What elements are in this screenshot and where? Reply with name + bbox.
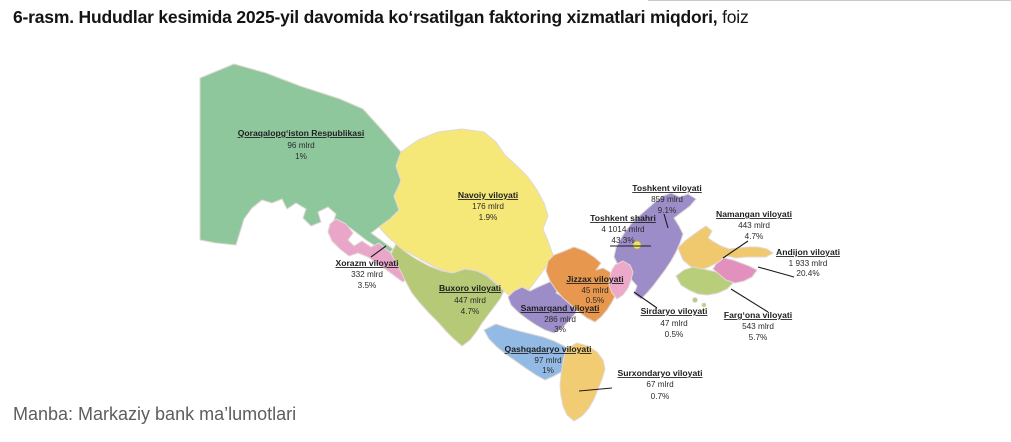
source-note: Manba: Markaziy bank ma’lumotlari	[13, 404, 297, 424]
fargona-islet-2	[701, 302, 707, 308]
fargona-islet-1	[692, 297, 698, 303]
region-name: Toshkent shahri	[590, 213, 656, 223]
region-name: Xorazm viloyati	[335, 258, 398, 268]
region-percent: 3%	[554, 325, 566, 334]
region-label-qashqadaryo: Qashqadaryo viloyati 97 mlrd 1%	[505, 344, 592, 375]
region-percent: 1%	[295, 152, 307, 161]
region-shape-jizzax	[545, 246, 617, 323]
namangan-leader-line	[722, 240, 749, 259]
region-label-navoiy: Navoiy viloyati 176 mlrd 1.9%	[458, 190, 518, 222]
region-value: 97 mlrd	[534, 356, 562, 365]
region-value: 4 1014 mlrd	[601, 225, 645, 234]
region-name: Surxondaryo viloyati	[617, 368, 702, 378]
region-label-jizzax: Jizzax viloyati 45 mlrd 0.5%	[566, 274, 623, 305]
region-label-buxoro: Buxoro viloyati 447 mlrd 4.7%	[439, 283, 501, 316]
region-name: Andijon viloyati	[776, 247, 840, 257]
region-shape-toshkent-viloyati	[613, 192, 697, 300]
region-name: Qashqadaryo viloyati	[505, 344, 592, 354]
page-top-divider	[648, 0, 1011, 1]
region-label-surxondaryo: Surxondaryo viloyati 67 mlrd 0.7%	[617, 368, 702, 401]
region-label-andijon: Andijon viloyati 1 933 mlrd 20.4%	[776, 247, 840, 278]
region-percent: 0.5%	[665, 330, 684, 339]
region-shape-andijon	[712, 257, 758, 284]
region-shape-buxoro	[390, 243, 505, 347]
fargona-leader-line	[730, 288, 769, 313]
region-name: Samarqand viloyati	[521, 303, 600, 313]
region-name: Jizzax viloyati	[566, 274, 623, 284]
toshkent-viloyati-leader-line	[663, 213, 669, 229]
toshkent-shahri-marker	[632, 240, 642, 250]
region-percent: 1.9%	[479, 213, 498, 222]
region-percent: 5.7%	[749, 333, 768, 342]
figure-title-suffix: foiz	[722, 7, 749, 27]
region-percent: 3.5%	[358, 281, 377, 290]
region-label-toshkent-viloyati: Toshkent viloyati 859 mlrd 9.1%	[632, 183, 702, 215]
region-value: 543 mlrd	[742, 322, 774, 331]
region-percent: 4.7%	[461, 307, 480, 316]
region-value: 45 mlrd	[581, 286, 609, 295]
region-shape-samarqand	[507, 279, 579, 334]
region-name: Toshkent viloyati	[632, 183, 702, 193]
region-value: 47 mlrd	[660, 319, 688, 328]
region-value: 67 mlrd	[646, 380, 674, 389]
region-name: Navoiy viloyati	[458, 190, 518, 200]
region-value: 286 mlrd	[544, 315, 576, 324]
region-value: 443 mlrd	[738, 221, 770, 230]
region-label-fargona: Farg‘ona viloyati 543 mlrd 5.7%	[724, 310, 792, 342]
region-label-samarqand: Samarqand viloyati 286 mlrd 3%	[521, 303, 600, 334]
region-percent: 4.7%	[745, 232, 764, 241]
region-name: Namangan viloyati	[716, 209, 792, 219]
region-value: 447 mlrd	[454, 296, 486, 305]
region-label-xorazm: Xorazm viloyati 332 mlrd 3.5%	[335, 258, 398, 290]
andijon-leader-line	[757, 266, 795, 278]
region-name: Sirdaryo viloyati	[641, 306, 708, 316]
figure-title-main: 6-rasm. Hududlar kesimida 2025-yil davom…	[13, 7, 718, 27]
sirdaryo-leader-line	[633, 291, 658, 309]
figure-title: 6-rasm. Hududlar kesimida 2025-yil davom…	[13, 7, 749, 28]
region-percent: 0.7%	[651, 392, 670, 401]
region-percent: 9.1%	[658, 206, 677, 215]
region-label-sirdaryo: Sirdaryo viloyati 47 mlrd 0.5%	[641, 306, 708, 339]
region-name: Qoraqalopg‘iston Respublikasi	[238, 128, 365, 138]
xorazm-leader-line	[370, 245, 387, 258]
region-percent: 43.3%	[611, 236, 634, 245]
region-value: 1 933 mlrd	[789, 259, 828, 268]
surxondaryo-leader-line	[578, 387, 613, 392]
region-label-namangan: Namangan viloyati 443 mlrd 4.7%	[716, 209, 792, 241]
region-percent: 0.5%	[586, 296, 605, 305]
region-name: Farg‘ona viloyati	[724, 310, 792, 320]
region-value: 332 mlrd	[351, 270, 383, 279]
region-percent: 20.4%	[796, 269, 819, 278]
region-shape-surxondaryo	[559, 342, 606, 422]
region-label-qoraqalpogiston: Qoraqalopg‘iston Respublikasi 96 mlrd 1%	[238, 128, 365, 161]
region-shape-namangan	[677, 225, 774, 271]
region-name: Buxoro viloyati	[439, 283, 501, 293]
region-label-toshkent-shahri: Toshkent shahri 4 1014 mlrd 43.3%	[590, 213, 656, 245]
region-value: 859 mlrd	[651, 195, 683, 204]
region-percent: 1%	[542, 366, 554, 375]
region-shape-sirdaryo	[608, 260, 634, 300]
region-value: 176 mlrd	[472, 202, 504, 211]
region-value: 96 mlrd	[287, 141, 315, 150]
